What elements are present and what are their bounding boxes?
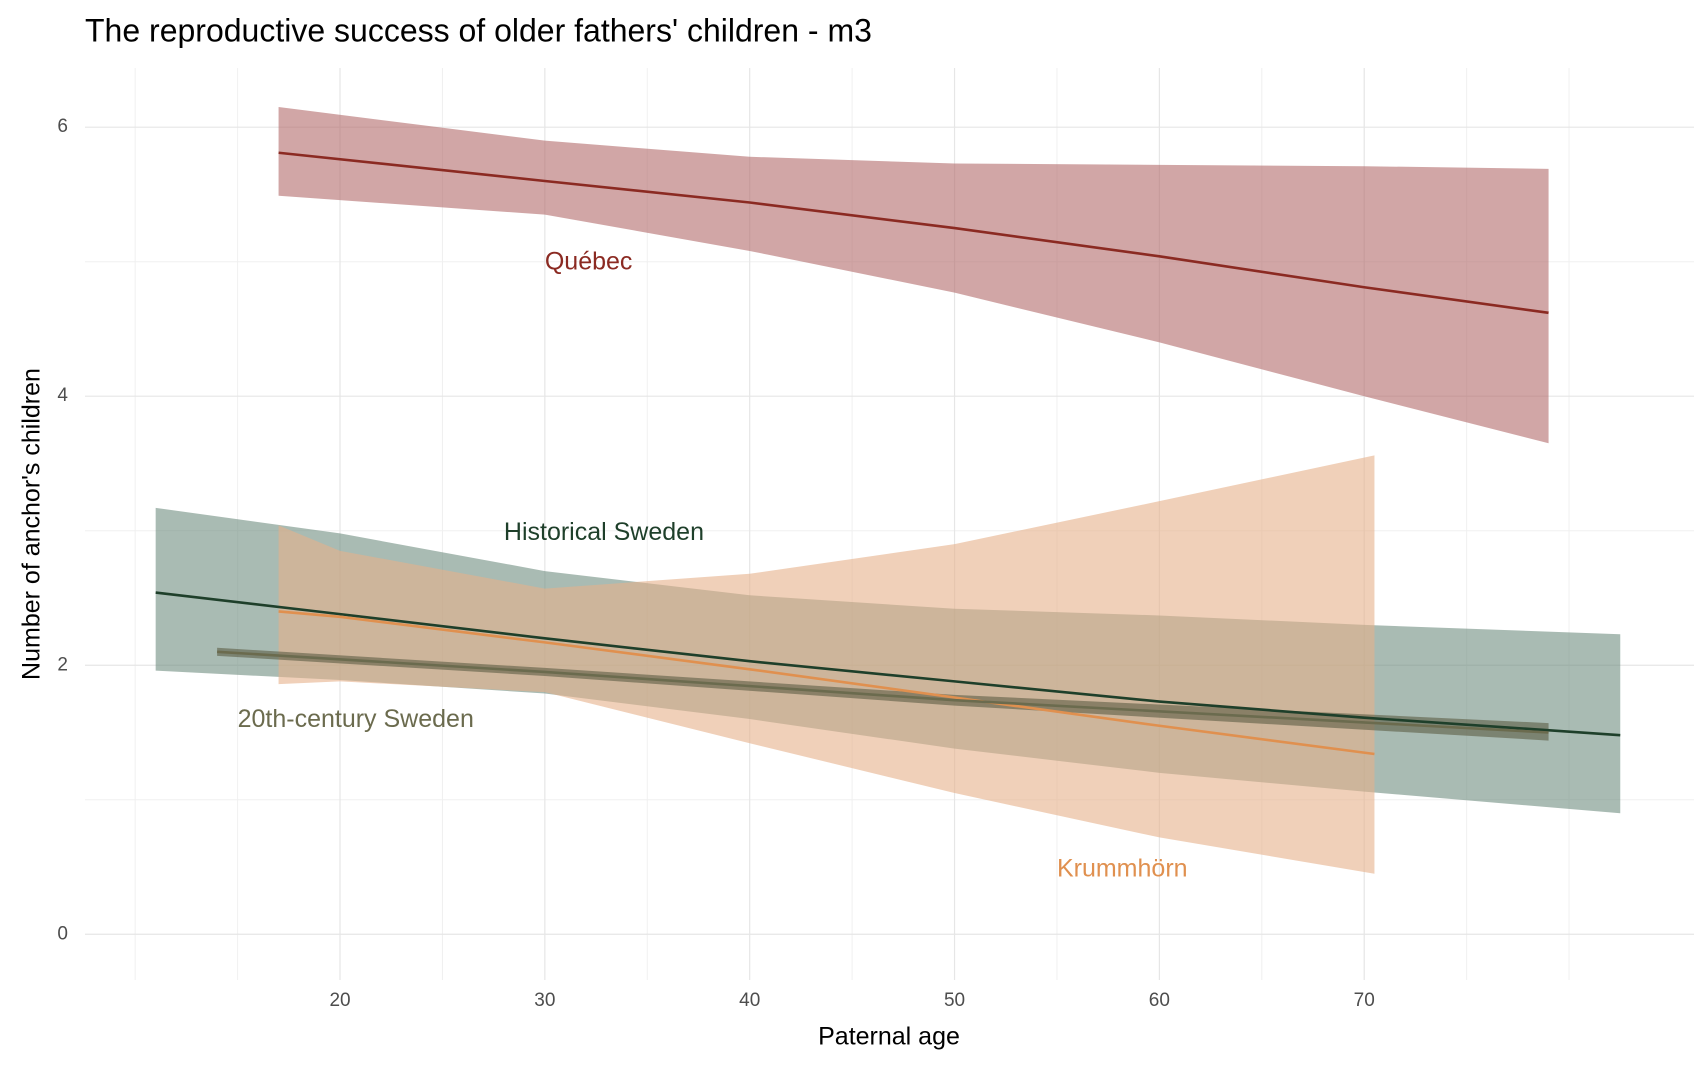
series-label: Krummhörn	[1057, 854, 1188, 882]
x-tick-label: 50	[944, 990, 965, 1011]
y-tick-label: 6	[57, 116, 68, 137]
series-label: Québec	[545, 248, 633, 276]
line	[217, 650, 1549, 734]
x-tick-label: 40	[739, 990, 760, 1011]
y-tick-label: 4	[57, 385, 68, 406]
series-label: Historical Sweden	[504, 518, 704, 546]
y-tick-label: 2	[57, 654, 68, 675]
x-tick-label: 70	[1354, 990, 1375, 1011]
x-axis-title: Paternal age	[818, 1023, 960, 1051]
x-tick-label: 20	[329, 990, 350, 1011]
line	[278, 151, 1549, 315]
ribbon	[278, 455, 1375, 874]
line	[278, 610, 1375, 756]
x-tick-label: 60	[1149, 990, 1170, 1011]
y-tick-label: 0	[57, 923, 68, 944]
chart-title: The reproductive success of older father…	[85, 12, 872, 48]
line	[155, 591, 1621, 737]
x-tick-label: 30	[534, 990, 555, 1011]
ribbon	[278, 107, 1549, 444]
y-axis-title: Number of anchor's children	[18, 368, 46, 680]
series-label: 20th-century Sweden	[238, 705, 474, 733]
